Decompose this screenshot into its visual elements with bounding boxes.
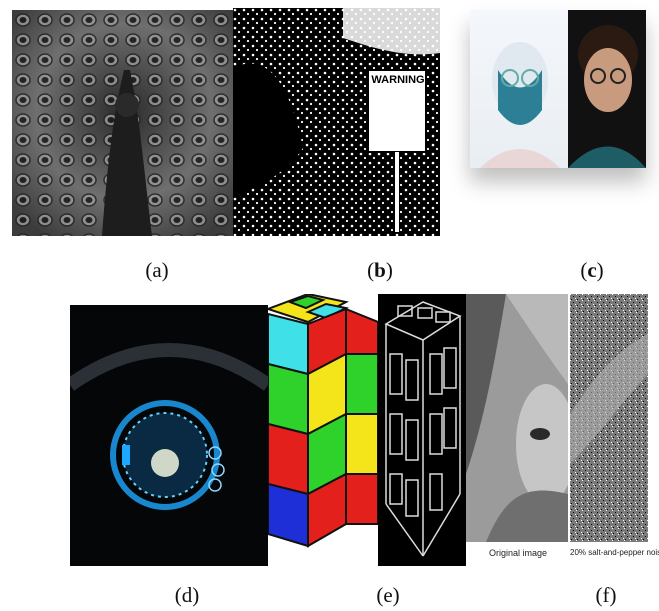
caption-b-open: (: [367, 258, 375, 282]
caption-d: (d): [174, 583, 200, 607]
panel-f-original-image: [466, 294, 568, 542]
panel-b-warning-sign-image: WARNING: [233, 8, 440, 236]
caption-b: (b): [350, 258, 410, 283]
panel-f-right-label: 20% salt-and-pepper noise: [570, 548, 659, 557]
panel-d-dashboard-image: [70, 305, 268, 566]
caption-c-open: (: [580, 258, 588, 282]
caption-c-close: ): [596, 258, 604, 282]
caption-a: (a): [145, 258, 169, 282]
inverted-portrait: [470, 10, 568, 168]
caption-c: (c): [562, 258, 622, 283]
caption-f: (f): [595, 583, 617, 607]
panel-e-edge-image: [378, 294, 466, 566]
lena-original-graphic: [466, 294, 568, 542]
peacock-graphic: [12, 10, 236, 236]
caption-b-close: ): [385, 258, 393, 282]
panel-c-inverted-portrait-image: [470, 10, 646, 168]
panel-f-noisy-image: [570, 294, 648, 542]
panel-e-cube-image: [268, 294, 378, 566]
caption-b-letter: b: [374, 258, 386, 282]
panel-a-peacock-image: [12, 10, 236, 236]
binary-texture-graphic: [233, 8, 440, 236]
rubik-cube-graphic: [268, 294, 378, 548]
caption-c-letter: c: [587, 258, 597, 282]
original-portrait: [568, 10, 646, 168]
speedometer-graphic: [70, 343, 268, 510]
salt-pepper-noise-graphic: [570, 294, 648, 542]
warning-sign-text: WARNING: [371, 74, 425, 86]
caption-e: (e): [376, 583, 400, 607]
panel-f-left-label: Original image: [488, 548, 548, 558]
edge-detected-cube-graphic: [384, 301, 462, 557]
